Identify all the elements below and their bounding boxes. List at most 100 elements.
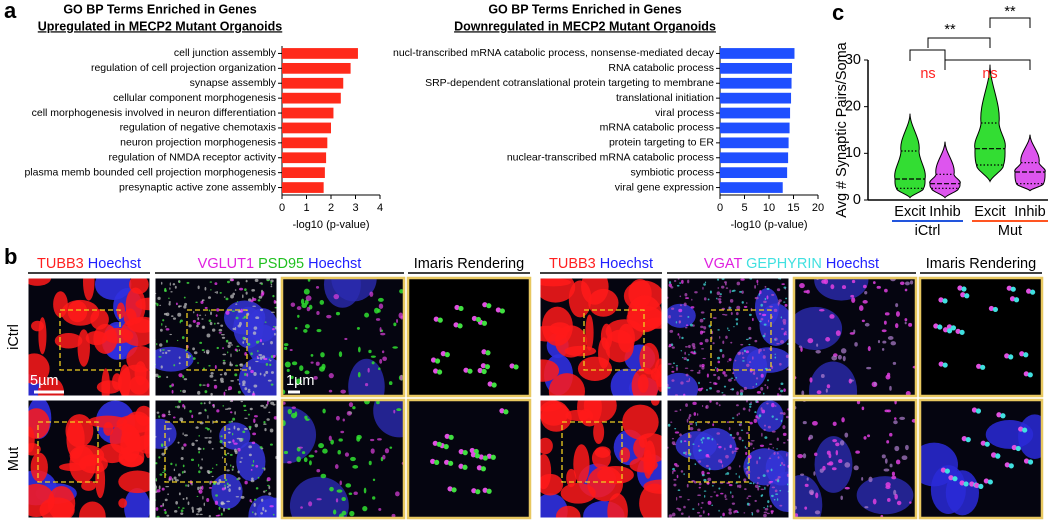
signal [794, 513, 799, 518]
signal [340, 430, 345, 434]
signal [28, 426, 35, 453]
signal [698, 514, 703, 517]
signal [706, 472, 711, 475]
signal [314, 450, 318, 453]
signal [244, 480, 248, 485]
signal [699, 330, 703, 335]
signal [682, 357, 684, 359]
signal [90, 309, 109, 330]
signal [243, 427, 248, 430]
signal [746, 502, 750, 506]
synapse-dot [482, 302, 488, 308]
signal [851, 279, 856, 284]
roi-box [688, 421, 750, 483]
signal [178, 492, 181, 496]
signal [235, 303, 238, 305]
signal [690, 306, 695, 309]
signal [767, 379, 769, 382]
significance-bracket [909, 49, 946, 61]
synapse-dot [443, 444, 449, 450]
signal [229, 361, 232, 366]
signal [692, 345, 696, 350]
signal [671, 366, 674, 368]
signal [165, 312, 170, 317]
signal [231, 468, 234, 470]
signal [230, 278, 235, 282]
signal [746, 400, 748, 403]
synapse-dot [1022, 427, 1028, 433]
signal [758, 312, 762, 315]
signal [748, 442, 753, 446]
signal [164, 351, 168, 355]
signal [697, 445, 700, 448]
signal [230, 344, 234, 346]
signal [304, 324, 310, 329]
roi-box [37, 421, 99, 483]
signal [187, 484, 190, 488]
signal [687, 279, 690, 284]
signal [794, 474, 823, 518]
signal [174, 510, 178, 513]
signal [265, 404, 268, 407]
signal [783, 286, 787, 289]
signal [787, 439, 789, 441]
signal [785, 354, 789, 359]
signal [731, 502, 736, 505]
signal [693, 412, 697, 416]
signal [237, 470, 240, 474]
signal [778, 387, 781, 391]
signal [211, 448, 214, 450]
signal [305, 295, 312, 301]
signal [886, 372, 891, 377]
synapse-dot [484, 364, 491, 370]
synapse-dot [978, 483, 984, 489]
signal [208, 319, 212, 323]
row-label: iCtrl [6, 324, 22, 350]
panel-label: b [4, 244, 17, 269]
signal [188, 324, 192, 328]
synapse-dot [495, 307, 501, 313]
signal [199, 383, 202, 387]
signal [171, 478, 174, 482]
signal [679, 282, 681, 284]
signal [377, 438, 382, 441]
signal [679, 433, 682, 437]
signal [236, 427, 240, 431]
signal [722, 340, 725, 345]
signal [315, 286, 320, 289]
signal [724, 374, 728, 377]
signal [786, 452, 788, 457]
signal [831, 355, 838, 361]
signal [190, 458, 195, 462]
signal [237, 447, 241, 452]
signal [757, 481, 759, 485]
signal [695, 423, 698, 426]
signal [252, 298, 257, 301]
signal [214, 291, 217, 294]
signal [310, 361, 314, 364]
signal [245, 291, 248, 295]
signal [160, 365, 163, 369]
synapse-dot [959, 480, 965, 486]
signal [231, 432, 234, 436]
signal [668, 314, 671, 319]
signal [725, 335, 728, 339]
signal [260, 404, 265, 407]
signal [291, 406, 296, 410]
y-axis-label: Avg # Synaptic Pairs/Soma [834, 41, 850, 217]
signal [783, 388, 786, 392]
signal [684, 345, 688, 348]
signal [809, 377, 813, 383]
synapse-dot [476, 465, 482, 471]
micrograph [282, 278, 404, 396]
signal [265, 362, 269, 366]
signal [726, 472, 730, 475]
signal [889, 385, 892, 391]
signal [841, 417, 845, 423]
signal [679, 335, 681, 339]
signal [262, 355, 266, 359]
signal [725, 287, 729, 289]
signal [160, 505, 163, 508]
signal [337, 450, 341, 455]
signal [193, 311, 195, 314]
